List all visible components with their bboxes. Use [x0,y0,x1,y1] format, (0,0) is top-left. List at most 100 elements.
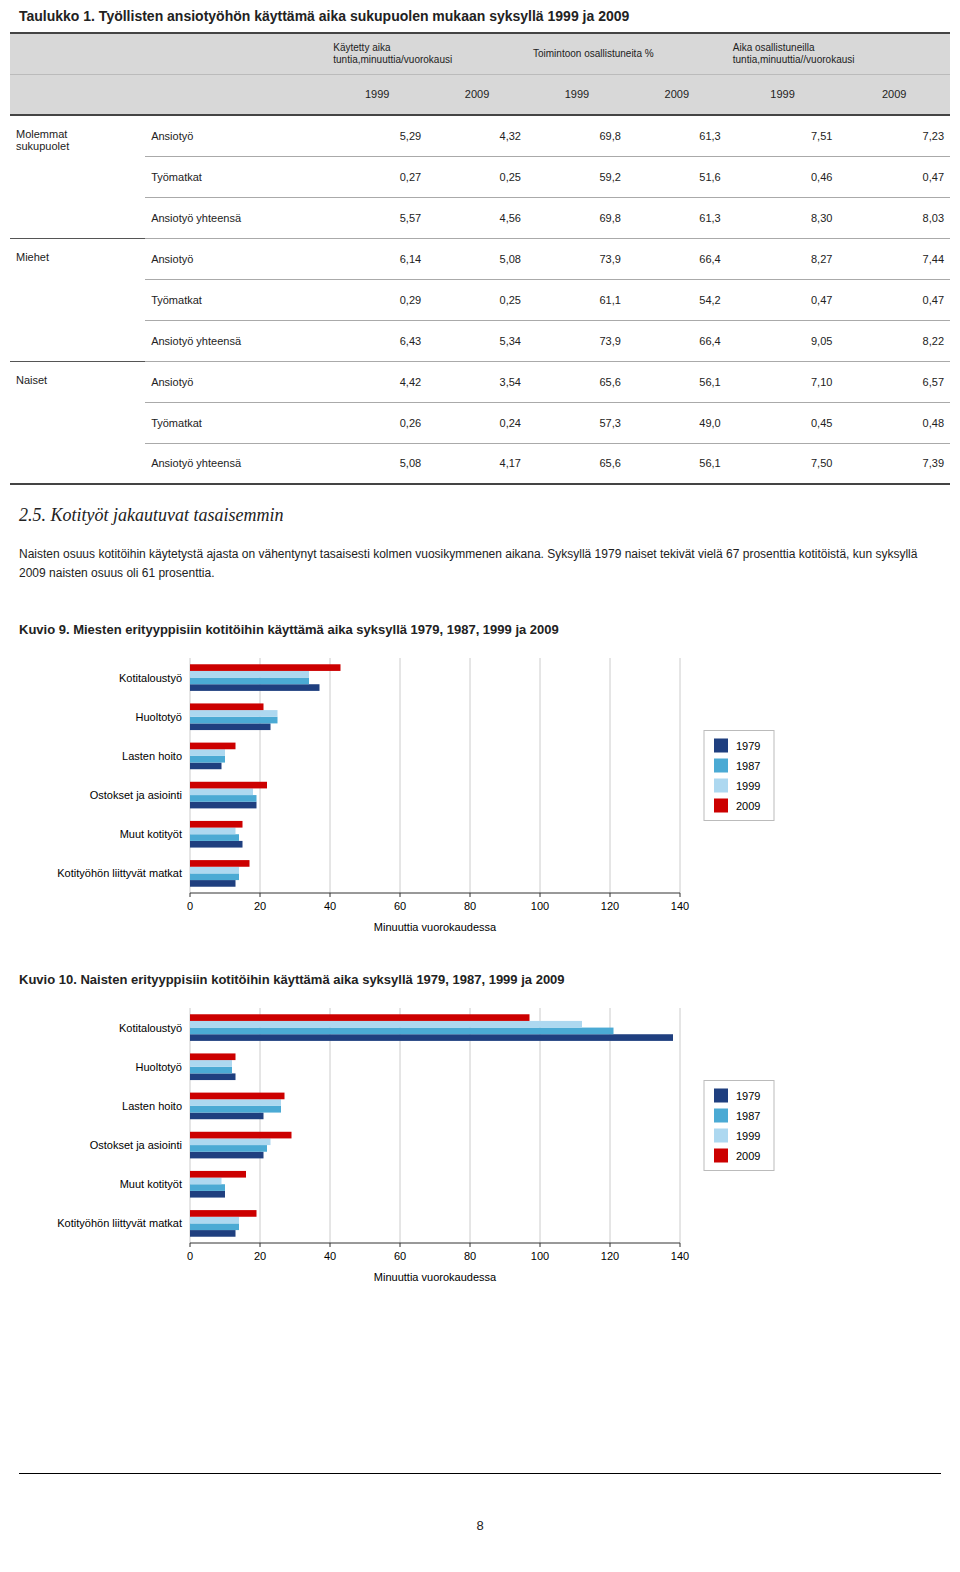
table-value: 73,9 [527,238,627,279]
x-tick [400,893,401,897]
table-value: 7,39 [838,443,950,484]
table-value: 5,08 [327,443,427,484]
bar [190,860,250,867]
row-label: Ansiotyö [145,361,327,402]
bar [190,1073,236,1080]
table-value: 0,45 [727,402,839,443]
table-value: 61,1 [527,279,627,320]
legend-label: 1999 [736,1130,760,1142]
table-value: 54,2 [627,279,727,320]
header-blank [10,74,327,115]
table-row: Ansiotyö yhteensä5,574,5669,861,38,308,0… [10,197,950,238]
table-value: 8,22 [838,320,950,361]
grid-line [540,1008,541,1243]
bar [190,1145,267,1152]
x-tick [260,893,261,897]
section-title: 2.5. Kotityöt jakautuvat tasaisemmin [19,505,283,526]
table-value: 61,3 [627,115,727,156]
table-value: 8,27 [727,238,839,279]
table-value: 73,9 [527,320,627,361]
bar [190,1171,246,1178]
legend: 1979198719992009 [704,1081,774,1171]
bar [190,723,271,730]
bar [190,1067,232,1074]
table-value: 0,25 [427,156,527,197]
row-label: Ansiotyö yhteensä [145,320,327,361]
category-label: Huoltotyö [136,711,182,723]
table-value: 56,1 [627,443,727,484]
table-row: Työmatkat0,270,2559,251,60,460,47 [10,156,950,197]
bar [190,880,236,887]
x-tick [470,1243,471,1247]
table-value: 59,2 [527,156,627,197]
table-value: 66,4 [627,320,727,361]
legend-swatch [714,759,728,773]
bar [190,1113,264,1120]
bar [190,1028,614,1035]
x-tick [540,893,541,897]
x-tick [260,1243,261,1247]
x-tick [680,1243,681,1247]
bar [190,1138,271,1145]
legend-box [704,1081,774,1171]
column-year: 2009 [627,74,727,115]
legend-swatch [714,779,728,793]
table-value: 5,29 [327,115,427,156]
table-value: 65,6 [527,443,627,484]
legend-swatch [714,1129,728,1143]
row-group-label: Miehet [10,238,145,361]
table-value: 4,32 [427,115,527,156]
bar [190,1230,236,1237]
table-value: 5,34 [427,320,527,361]
x-tick-label: 100 [531,1250,549,1262]
x-tick-label: 140 [671,900,689,912]
bar [190,1053,236,1060]
bar [190,717,278,724]
table-value: 3,54 [427,361,527,402]
header-blank [10,33,327,74]
category-label: Huoltotyö [136,1061,182,1073]
table-value: 0,47 [727,279,839,320]
bar [190,1223,239,1230]
x-tick [680,893,681,897]
category-label: Kotitaloustyö [119,672,182,684]
legend-label: 1979 [736,740,760,752]
table-value: 0,25 [427,279,527,320]
x-tick-label: 40 [324,1250,336,1262]
bar [190,756,225,763]
table-value: 0,24 [427,402,527,443]
row-group-label: Naiset [10,361,145,484]
x-tick [540,1243,541,1247]
table-row: Molemmat sukupuoletAnsiotyö5,294,3269,86… [10,115,950,156]
bar [190,1021,582,1028]
legend-label: 1999 [736,780,760,792]
table-value: 0,46 [727,156,839,197]
table-value: 8,03 [838,197,950,238]
bar [190,684,320,691]
legend-box [704,731,774,821]
table-value: 0,26 [327,402,427,443]
category-label: Ostokset ja asiointi [90,789,182,801]
table-value: 0,27 [327,156,427,197]
grid-line [330,1008,331,1243]
column-group-label: Käytetty aika tuntia,minuuttia/vuorokaus… [327,33,527,74]
row-label: Ansiotyö yhteensä [145,197,327,238]
table-value: 4,56 [427,197,527,238]
table-columns [10,33,950,484]
x-tick-label: 20 [254,1250,266,1262]
grid-line [610,658,611,893]
table-value: 49,0 [627,402,727,443]
table-value: 7,10 [727,361,839,402]
x-tick-label: 20 [254,900,266,912]
bar [190,834,239,841]
grid-line [470,1008,471,1243]
table-row: Ansiotyö yhteensä6,435,3473,966,49,058,2… [10,320,950,361]
header-row: 199920091999200919992009 [10,74,950,115]
chart: 020406080100120140Minuuttia vuorokaudess… [0,998,960,1298]
header-row: Käytetty aika tuntia,minuuttia/vuorokaus… [10,33,950,74]
bar [190,1132,292,1139]
grid-line [330,658,331,893]
table-value: 66,4 [627,238,727,279]
row-label: Työmatkat [145,156,327,197]
grid-line [610,1008,611,1243]
